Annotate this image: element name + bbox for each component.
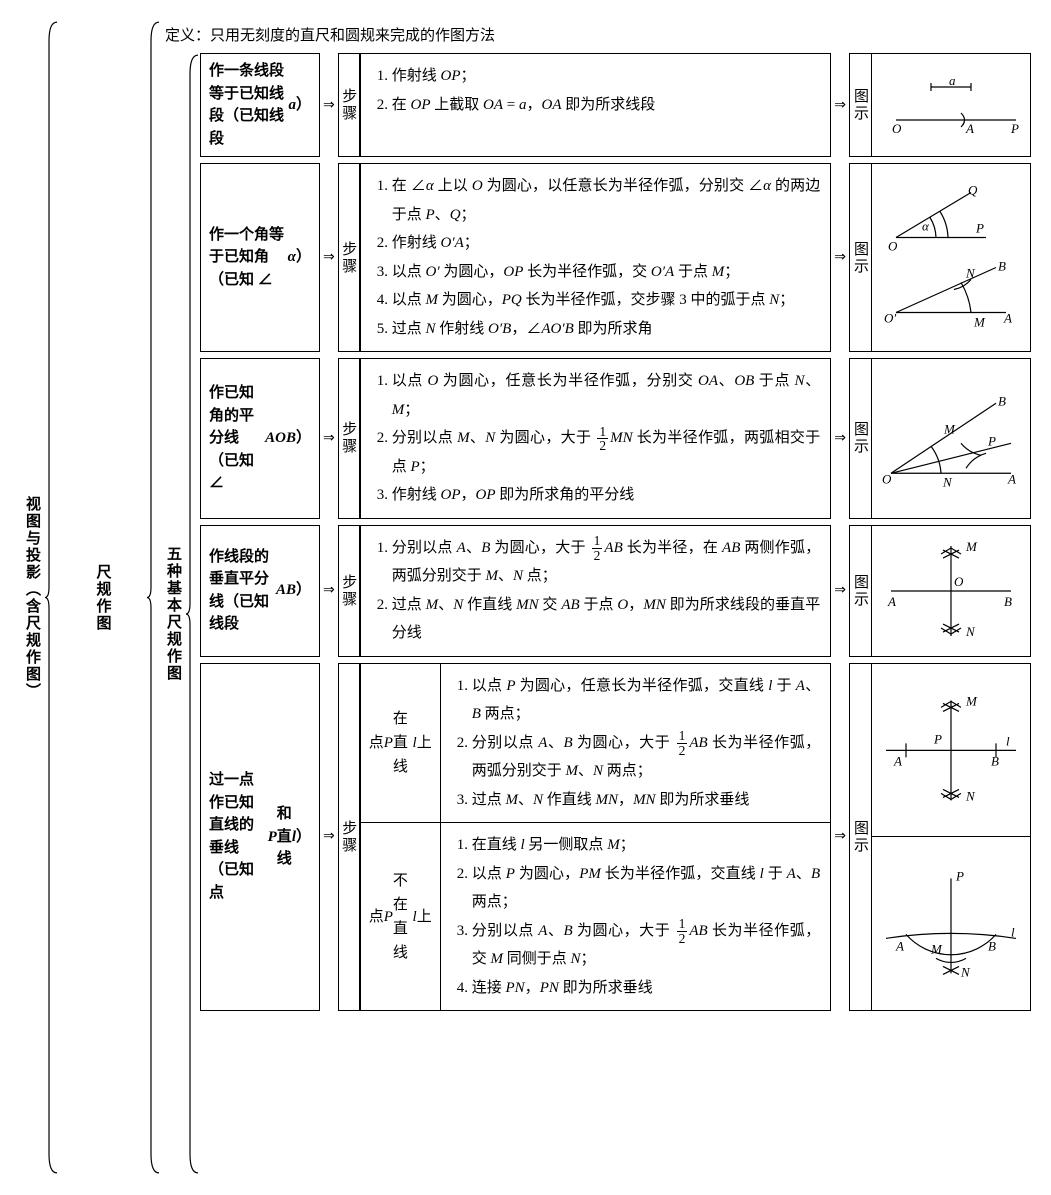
row5-name: 过一点作已知直线的垂线（已知点 P 和直线 l）: [200, 663, 320, 1012]
row5-figures: M P l A B N: [871, 663, 1031, 1012]
level3-label: 五种基本尺规作图: [161, 53, 186, 1175]
svg-text:α: α: [922, 219, 930, 234]
construction-row-3: 作已知角的平分线（已知 ∠AOB） ⇒ 步骤 以点 O 为圆心，任意长为半径作弧…: [200, 358, 1031, 519]
arrow-icon: ⇒: [320, 358, 338, 519]
svg-text:M: M: [943, 421, 956, 436]
svg-text:M: M: [973, 315, 986, 330]
svg-text:M: M: [965, 539, 978, 554]
arrow-icon: ⇒: [320, 525, 338, 657]
outer-label: 视图与投影（含尺规作图）: [20, 20, 45, 1175]
row4-name: 作线段的垂直平分线（已知线段 AB）: [200, 525, 320, 657]
row1-name: 作一条线段等于已知线段（已知线段 a）: [200, 53, 320, 157]
step-label: 步骤: [338, 163, 360, 352]
row4-steps: 分别以点 A、B 为圆心，大于 12AB 长为半径，在 AB 两侧作弧，两弧分别…: [360, 525, 832, 657]
fig-label: 图示: [849, 53, 871, 157]
svg-text:O: O: [882, 471, 892, 486]
row1-figure: a O A P: [871, 53, 1031, 157]
rows-container: 作一条线段等于已知线段（已知线段 a） ⇒ 步骤 作射线 OP；在 OP 上截取…: [200, 53, 1031, 1175]
construction-row-4: 作线段的垂直平分线（已知线段 AB） ⇒ 步骤 分别以点 A、B 为圆心，大于 …: [200, 525, 1031, 657]
row3-steps: 以点 O 为圆心，任意长为半径作弧，分别交 OA、OB 于点 N、M；分别以点 …: [360, 358, 832, 519]
level2-label: 尺规作图: [59, 20, 147, 1175]
row5b-steps: 在直线 l 另一侧取点 M；以点 P 为圆心，PM 长为半径作弧，交直线 l 于…: [441, 823, 831, 1010]
svg-text:O: O: [888, 239, 898, 254]
construction-row-5: 过一点作已知直线的垂线（已知点 P 和直线 l） ⇒ 步骤 点 P 在直线 l …: [200, 663, 1031, 1012]
svg-text:A: A: [893, 753, 902, 768]
step-label: 步骤: [338, 525, 360, 657]
row5a-cond: 点 P 在直线 l 上: [361, 664, 441, 823]
brace-2: [147, 20, 161, 1175]
row5a-figure: M P l A B N: [871, 663, 1031, 837]
fig-label: 图示: [849, 663, 871, 1012]
svg-text:N: N: [965, 624, 976, 639]
arrow-icon: ⇒: [831, 525, 849, 657]
svg-text:A: A: [895, 939, 904, 954]
definition-text: 定义：只用无刻度的直尺和圆规来完成的作图方法: [161, 20, 1031, 53]
row2-figure: Q α P O N B O′ M A: [871, 163, 1031, 352]
svg-text:O: O: [892, 121, 902, 136]
svg-text:l: l: [1011, 925, 1015, 940]
svg-text:P: P: [933, 731, 942, 746]
row1-steps: 作射线 OP；在 OP 上截取 OA = a，OA 即为所求线段: [360, 53, 832, 157]
svg-text:a: a: [949, 73, 956, 88]
svg-text:N: N: [942, 474, 953, 489]
arrow-icon: ⇒: [320, 663, 338, 1012]
svg-text:P: P: [975, 221, 984, 236]
construction-row-2: 作一个角等于已知角（已知 ∠α） ⇒ 步骤 在 ∠α 上以 O 为圆心，以任意长…: [200, 163, 1031, 352]
svg-text:A: A: [965, 121, 974, 136]
svg-text:N: N: [965, 266, 976, 281]
arrow-icon: ⇒: [320, 53, 338, 157]
step-label: 步骤: [338, 663, 360, 1012]
svg-text:N: N: [960, 965, 971, 980]
fig-label: 图示: [849, 525, 871, 657]
svg-text:B: B: [1004, 594, 1012, 609]
main-col: 定义：只用无刻度的直尺和圆规来完成的作图方法 五种基本尺规作图 作一条线段等于已…: [161, 20, 1031, 1175]
construction-row-1: 作一条线段等于已知线段（已知线段 a） ⇒ 步骤 作射线 OP；在 OP 上截取…: [200, 53, 1031, 157]
svg-text:B: B: [998, 393, 1006, 408]
svg-text:O′: O′: [884, 311, 896, 326]
arrow-icon: ⇒: [831, 663, 849, 1012]
fig-label: 图示: [849, 358, 871, 519]
row3-name: 作已知角的平分线（已知 ∠AOB）: [200, 358, 320, 519]
svg-text:P: P: [1010, 121, 1019, 136]
row5-sub-a: 点 P 在直线 l 上 以点 P 为圆心，任意长为半径作弧，交直线 l 于 A、…: [361, 664, 831, 823]
svg-text:A: A: [1003, 311, 1012, 326]
row5b-figure: P l A M B N: [871, 836, 1031, 1011]
fig-label: 图示: [849, 163, 871, 352]
svg-text:M: M: [930, 942, 943, 957]
svg-text:A: A: [1007, 471, 1016, 486]
svg-text:O: O: [954, 574, 964, 589]
level2-col: 尺规作图: [59, 20, 147, 1175]
row5-sub-b: 点 P 不在直线 l 上 在直线 l 另一侧取点 M；以点 P 为圆心，PM 长…: [361, 822, 831, 1010]
svg-text:B: B: [988, 939, 996, 954]
row5-split: 点 P 在直线 l 上 以点 P 为圆心，任意长为半径作弧，交直线 l 于 A、…: [360, 663, 832, 1012]
arrow-icon: ⇒: [831, 163, 849, 352]
brace-3: [186, 53, 200, 1175]
svg-text:P: P: [955, 869, 964, 884]
row5a-steps: 以点 P 为圆心，任意长为半径作弧，交直线 l 于 A、B 两点；分别以点 A、…: [441, 664, 831, 823]
row5b-cond: 点 P 不在直线 l 上: [361, 823, 441, 1010]
row2-name: 作一个角等于已知角（已知 ∠α）: [200, 163, 320, 352]
svg-text:l: l: [1006, 733, 1010, 748]
svg-text:M: M: [965, 693, 978, 708]
svg-text:A: A: [887, 594, 896, 609]
svg-text:P: P: [987, 433, 996, 448]
svg-text:N: N: [965, 788, 976, 803]
svg-text:B: B: [991, 753, 999, 768]
row3-figure: M B P O N A: [871, 358, 1031, 519]
arrow-icon: ⇒: [320, 163, 338, 352]
step-label: 步骤: [338, 53, 360, 157]
step-label: 步骤: [338, 358, 360, 519]
diagram-root: 视图与投影（含尺规作图） 尺规作图 定义：只用无刻度的直尺和圆规来完成的作图方法…: [20, 20, 1031, 1175]
row4-figure: M O A B N: [871, 525, 1031, 657]
arrow-icon: ⇒: [831, 53, 849, 157]
arrow-icon: ⇒: [831, 358, 849, 519]
svg-text:Q: Q: [968, 183, 978, 198]
brace-1: [45, 20, 59, 1175]
svg-text:B: B: [998, 259, 1006, 274]
row2-steps: 在 ∠α 上以 O 为圆心，以任意长为半径作弧，分别交 ∠α 的两边于点 P、Q…: [360, 163, 832, 352]
